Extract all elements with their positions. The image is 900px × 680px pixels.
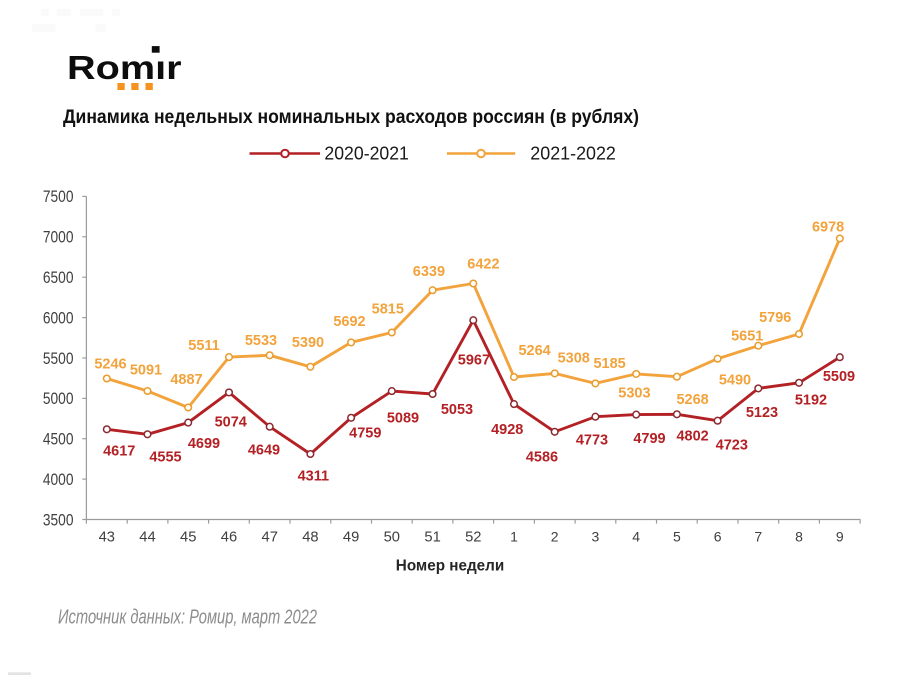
svg-text:5500: 5500: [43, 350, 74, 368]
svg-text:8: 8: [795, 528, 803, 544]
svg-text:46: 46: [221, 529, 237, 545]
svg-text:5815: 5815: [372, 302, 404, 318]
svg-text:5246: 5246: [94, 356, 126, 372]
svg-text:7500: 7500: [43, 188, 74, 206]
svg-text:4928: 4928: [491, 422, 523, 438]
svg-text:44: 44: [139, 529, 155, 545]
svg-text:4723: 4723: [716, 438, 748, 454]
svg-text:5053: 5053: [441, 402, 473, 418]
svg-text:5089: 5089: [387, 411, 419, 427]
svg-text:4759: 4759: [349, 425, 381, 441]
svg-text:4311: 4311: [298, 468, 329, 484]
svg-text:5192: 5192: [795, 392, 827, 408]
svg-text:6978: 6978: [812, 220, 844, 236]
svg-text:5: 5: [673, 528, 681, 544]
svg-text:5268: 5268: [676, 392, 708, 408]
svg-text:5796: 5796: [759, 310, 791, 326]
svg-text:Номер недели: Номер недели: [396, 558, 504, 575]
svg-text:50: 50: [384, 529, 400, 545]
svg-text:7000: 7000: [43, 229, 74, 247]
svg-text:6500: 6500: [43, 269, 74, 287]
svg-text:7: 7: [754, 528, 762, 544]
svg-text:4773: 4773: [576, 432, 608, 448]
svg-text:5651: 5651: [731, 329, 763, 345]
svg-text:1: 1: [510, 528, 518, 544]
svg-text:4699: 4699: [188, 436, 220, 452]
svg-text:5490: 5490: [719, 372, 751, 388]
svg-text:5264: 5264: [518, 343, 550, 359]
svg-text:3500: 3500: [43, 511, 74, 529]
svg-text:Romır: Romır: [67, 49, 182, 86]
svg-text:5091: 5091: [130, 362, 162, 378]
svg-text:5000: 5000: [43, 390, 74, 408]
svg-text:5509: 5509: [823, 369, 855, 385]
svg-text:4586: 4586: [526, 449, 558, 465]
svg-text:3: 3: [592, 528, 600, 544]
svg-text:4: 4: [632, 528, 640, 544]
svg-text:4887: 4887: [170, 372, 202, 388]
svg-text:5390: 5390: [292, 335, 324, 351]
svg-text:51: 51: [424, 529, 440, 545]
svg-text:5185: 5185: [593, 356, 625, 372]
svg-text:5303: 5303: [618, 385, 650, 401]
svg-text:5533: 5533: [245, 333, 277, 349]
svg-text:6339: 6339: [413, 264, 445, 280]
svg-text:2: 2: [551, 528, 559, 544]
svg-text:48: 48: [302, 529, 318, 545]
svg-text:4799: 4799: [633, 431, 665, 447]
svg-text:2021-2022: 2021-2022: [530, 144, 616, 164]
svg-text:5967: 5967: [458, 353, 490, 369]
svg-text:6: 6: [714, 528, 722, 544]
svg-text:43: 43: [99, 529, 115, 545]
svg-text:47: 47: [262, 529, 278, 545]
svg-text:5123: 5123: [746, 405, 778, 421]
svg-text:5511: 5511: [188, 338, 219, 354]
svg-text:5692: 5692: [333, 314, 365, 330]
svg-text:52: 52: [465, 529, 481, 545]
svg-text:4555: 4555: [149, 450, 181, 466]
svg-text:4000: 4000: [43, 471, 74, 489]
svg-text:5308: 5308: [558, 351, 590, 367]
svg-text:4649: 4649: [248, 443, 280, 459]
svg-text:4802: 4802: [676, 428, 708, 444]
svg-text:4617: 4617: [103, 444, 135, 460]
svg-text:6000: 6000: [43, 309, 74, 327]
svg-text:Источник данных: Ромир, март 2: Источник данных: Ромир, март 2022: [58, 606, 317, 629]
svg-text:2020-2021: 2020-2021: [324, 144, 409, 164]
svg-text:4500: 4500: [43, 431, 74, 449]
svg-text:5074: 5074: [215, 415, 247, 431]
svg-text:6422: 6422: [467, 257, 499, 273]
svg-text:Динамика недельных номинальных: Динамика недельных номинальных расходов …: [63, 107, 639, 128]
svg-text:49: 49: [343, 529, 359, 545]
svg-text:45: 45: [180, 529, 196, 545]
svg-text:9: 9: [836, 528, 844, 544]
